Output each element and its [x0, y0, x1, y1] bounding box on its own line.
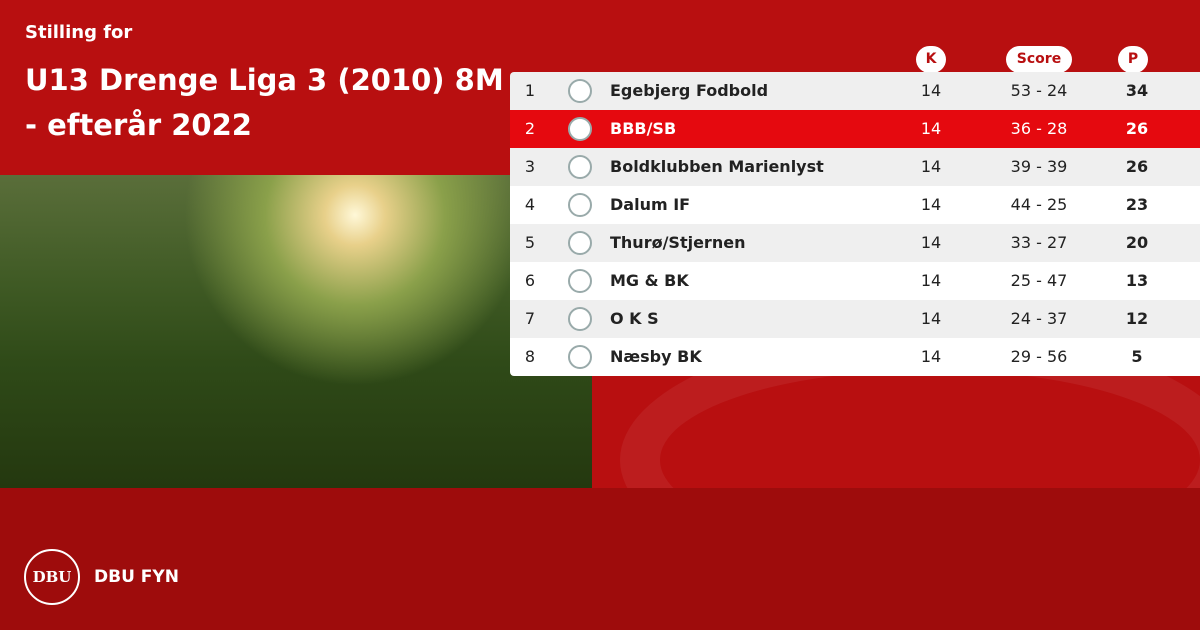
team-logo — [568, 307, 592, 331]
goal-score: 25 - 47 — [1010, 271, 1068, 290]
column-header: K — [916, 46, 946, 73]
rank: 7 — [524, 309, 536, 328]
table-row: 5 Thurø/Stjernen 14 33 - 27 20 — [510, 224, 1200, 262]
matches-played: 14 — [920, 271, 942, 290]
table-row: 4 Dalum IF 14 44 - 25 23 — [510, 186, 1200, 224]
goal-score: 39 - 39 — [1010, 157, 1068, 176]
team-name: Næsby BK — [610, 347, 702, 366]
goal-score: 29 - 56 — [1010, 347, 1068, 366]
column-header: P — [1118, 46, 1148, 73]
standings-table: 1 Egebjerg Fodbold 14 53 - 24 34 2 BBB/SB 14 36 … — [510, 72, 1200, 376]
team-name: Thurø/Stjernen — [610, 233, 746, 252]
team-logo — [568, 155, 592, 179]
title: U13 Drenge Liga 3 (2010) 8M - efterår 20… — [25, 63, 504, 142]
rank: 1 — [524, 81, 536, 100]
team-logo — [568, 269, 592, 293]
matches-played: 14 — [920, 119, 942, 138]
matches-played: 14 — [920, 347, 942, 366]
goal-score: 53 - 24 — [1010, 81, 1068, 100]
matches-played: 14 — [920, 195, 942, 214]
photo — [0, 175, 592, 488]
footer-band — [0, 488, 1200, 630]
team-name: MG & BK — [610, 271, 689, 290]
table-row: 7 O K S 14 24 - 37 12 — [510, 300, 1200, 338]
team-logo — [568, 117, 592, 141]
rank: 6 — [524, 271, 536, 290]
points: 5 — [1131, 347, 1143, 366]
team-name: Boldklubben Marienlyst — [610, 157, 824, 176]
points: 20 — [1125, 233, 1149, 252]
team-logo — [568, 231, 592, 255]
matches-played: 14 — [920, 309, 942, 328]
logo: DBU — [24, 549, 80, 605]
points: 13 — [1125, 271, 1149, 290]
team-name: O K S — [610, 309, 659, 328]
points: 26 — [1125, 157, 1149, 176]
rank: 2 — [524, 119, 536, 138]
points: 12 — [1125, 309, 1149, 328]
team-logo — [568, 79, 592, 103]
table-row: 3 Boldklubben Marienlyst 14 39 - 39 26 — [510, 148, 1200, 186]
rank: 4 — [524, 195, 536, 214]
table-row: 2 BBB/SB 14 36 - 28 26 — [510, 110, 1200, 148]
goal-score: 24 - 37 — [1010, 309, 1068, 328]
matches-played: 14 — [920, 81, 942, 100]
points: 34 — [1125, 81, 1149, 100]
goal-score: 36 - 28 — [1010, 119, 1068, 138]
matches-played: 14 — [920, 233, 942, 252]
team-name: Dalum IF — [610, 195, 691, 214]
table-row: 8 Næsby BK 14 29 - 56 5 — [510, 338, 1200, 376]
goal-score: 44 - 25 — [1010, 195, 1068, 214]
team-logo — [568, 345, 592, 369]
table-row: 6 MG & BK 14 25 - 47 13 — [510, 262, 1200, 300]
points: 26 — [1125, 119, 1149, 138]
kicker: Stilling for — [25, 22, 133, 43]
brand: DBU FYN — [94, 567, 179, 587]
rank: 5 — [524, 233, 536, 252]
team-name: BBB/SB — [610, 119, 677, 138]
rank: 3 — [524, 157, 536, 176]
column-header: Score — [1006, 46, 1072, 73]
team-logo — [568, 193, 592, 217]
matches-played: 14 — [920, 157, 942, 176]
team-name: Egebjerg Fodbold — [610, 81, 769, 100]
goal-score: 33 - 27 — [1010, 233, 1068, 252]
points: 23 — [1125, 195, 1149, 214]
table-row: 1 Egebjerg Fodbold 14 53 - 24 34 — [510, 72, 1200, 110]
rank: 8 — [524, 347, 536, 366]
